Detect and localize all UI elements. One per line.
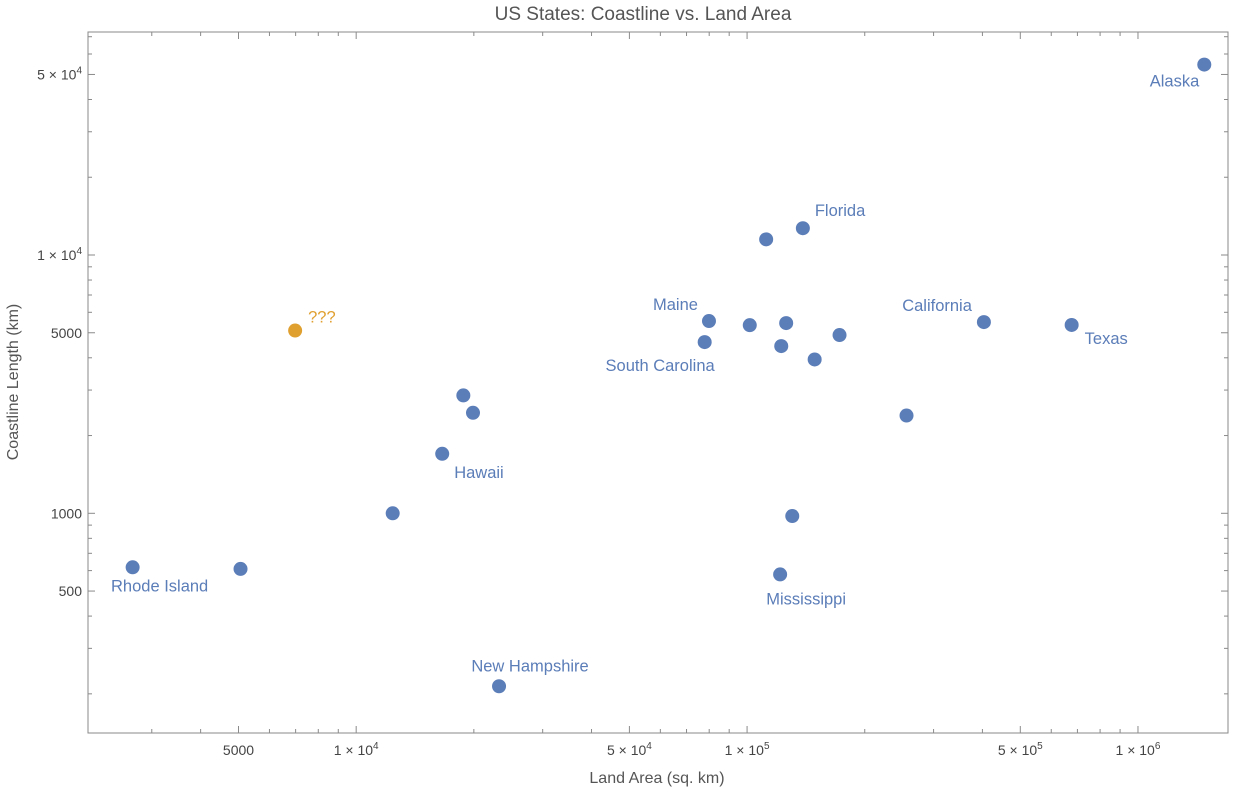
plot-frame bbox=[87, 31, 1229, 734]
x-tick-label: 1 × 104 bbox=[334, 741, 379, 758]
data-point bbox=[774, 339, 789, 354]
x-tick-label: 1 × 105 bbox=[725, 741, 770, 758]
point-label: South Carolina bbox=[606, 357, 716, 375]
point-label: Alaska bbox=[1150, 73, 1200, 91]
y-tick-label: 1 × 104 bbox=[37, 246, 82, 263]
x-tick-label: 5 × 105 bbox=[998, 741, 1043, 758]
data-point bbox=[807, 352, 822, 367]
data-point bbox=[976, 315, 991, 330]
y-axis-title: Coastline Length (km) bbox=[5, 304, 22, 461]
point-label: Rhode Island bbox=[111, 577, 208, 595]
data-point bbox=[759, 232, 774, 247]
data-point-highlight bbox=[288, 323, 303, 338]
data-point bbox=[385, 506, 400, 521]
data-point bbox=[832, 328, 847, 343]
data-point bbox=[697, 335, 712, 350]
y-tick-label: 500 bbox=[59, 583, 83, 599]
data-point bbox=[742, 318, 757, 333]
data-point bbox=[465, 405, 480, 420]
point-label: California bbox=[902, 297, 973, 315]
x-axis-title: Land Area (sq. km) bbox=[589, 770, 724, 787]
data-point bbox=[779, 316, 794, 331]
data-point bbox=[233, 561, 248, 576]
data-point bbox=[1197, 57, 1212, 72]
y-tick-label: 5 × 104 bbox=[37, 65, 82, 82]
data-point bbox=[785, 509, 800, 524]
point-labels: Rhode Island??? Hawaii New Hampshire South … bbox=[111, 73, 1200, 676]
y-tick-label: 1000 bbox=[51, 505, 82, 521]
x-tick-label: 1 × 106 bbox=[1116, 741, 1161, 758]
data-point bbox=[456, 388, 471, 403]
x-tick-label: 5 × 104 bbox=[607, 741, 652, 758]
data-point bbox=[773, 567, 788, 582]
data-point bbox=[899, 408, 914, 423]
point-label: Mississippi bbox=[766, 590, 846, 608]
data-point bbox=[435, 446, 450, 461]
y-tick-label: 5000 bbox=[51, 325, 82, 341]
point-label: Florida bbox=[815, 202, 866, 220]
x-tick-label: 5000 bbox=[223, 742, 254, 758]
data-point bbox=[701, 314, 716, 329]
point-label: New Hampshire bbox=[471, 657, 588, 675]
data-point bbox=[125, 560, 140, 575]
point-label: ??? bbox=[308, 309, 336, 327]
chart-title: US States: Coastline vs. Land Area bbox=[495, 4, 792, 25]
data-point bbox=[492, 679, 507, 694]
axis-ticks: 5000 1 × 104 5 × 104 1 × 105 5 × 105 1 × 106 5… bbox=[37, 32, 1228, 758]
data-point bbox=[795, 221, 810, 236]
point-label: Hawaii bbox=[454, 464, 504, 482]
data-point bbox=[1064, 317, 1079, 332]
point-label: Texas bbox=[1085, 330, 1128, 348]
point-label: Maine bbox=[653, 296, 698, 314]
data-points bbox=[125, 57, 1212, 694]
